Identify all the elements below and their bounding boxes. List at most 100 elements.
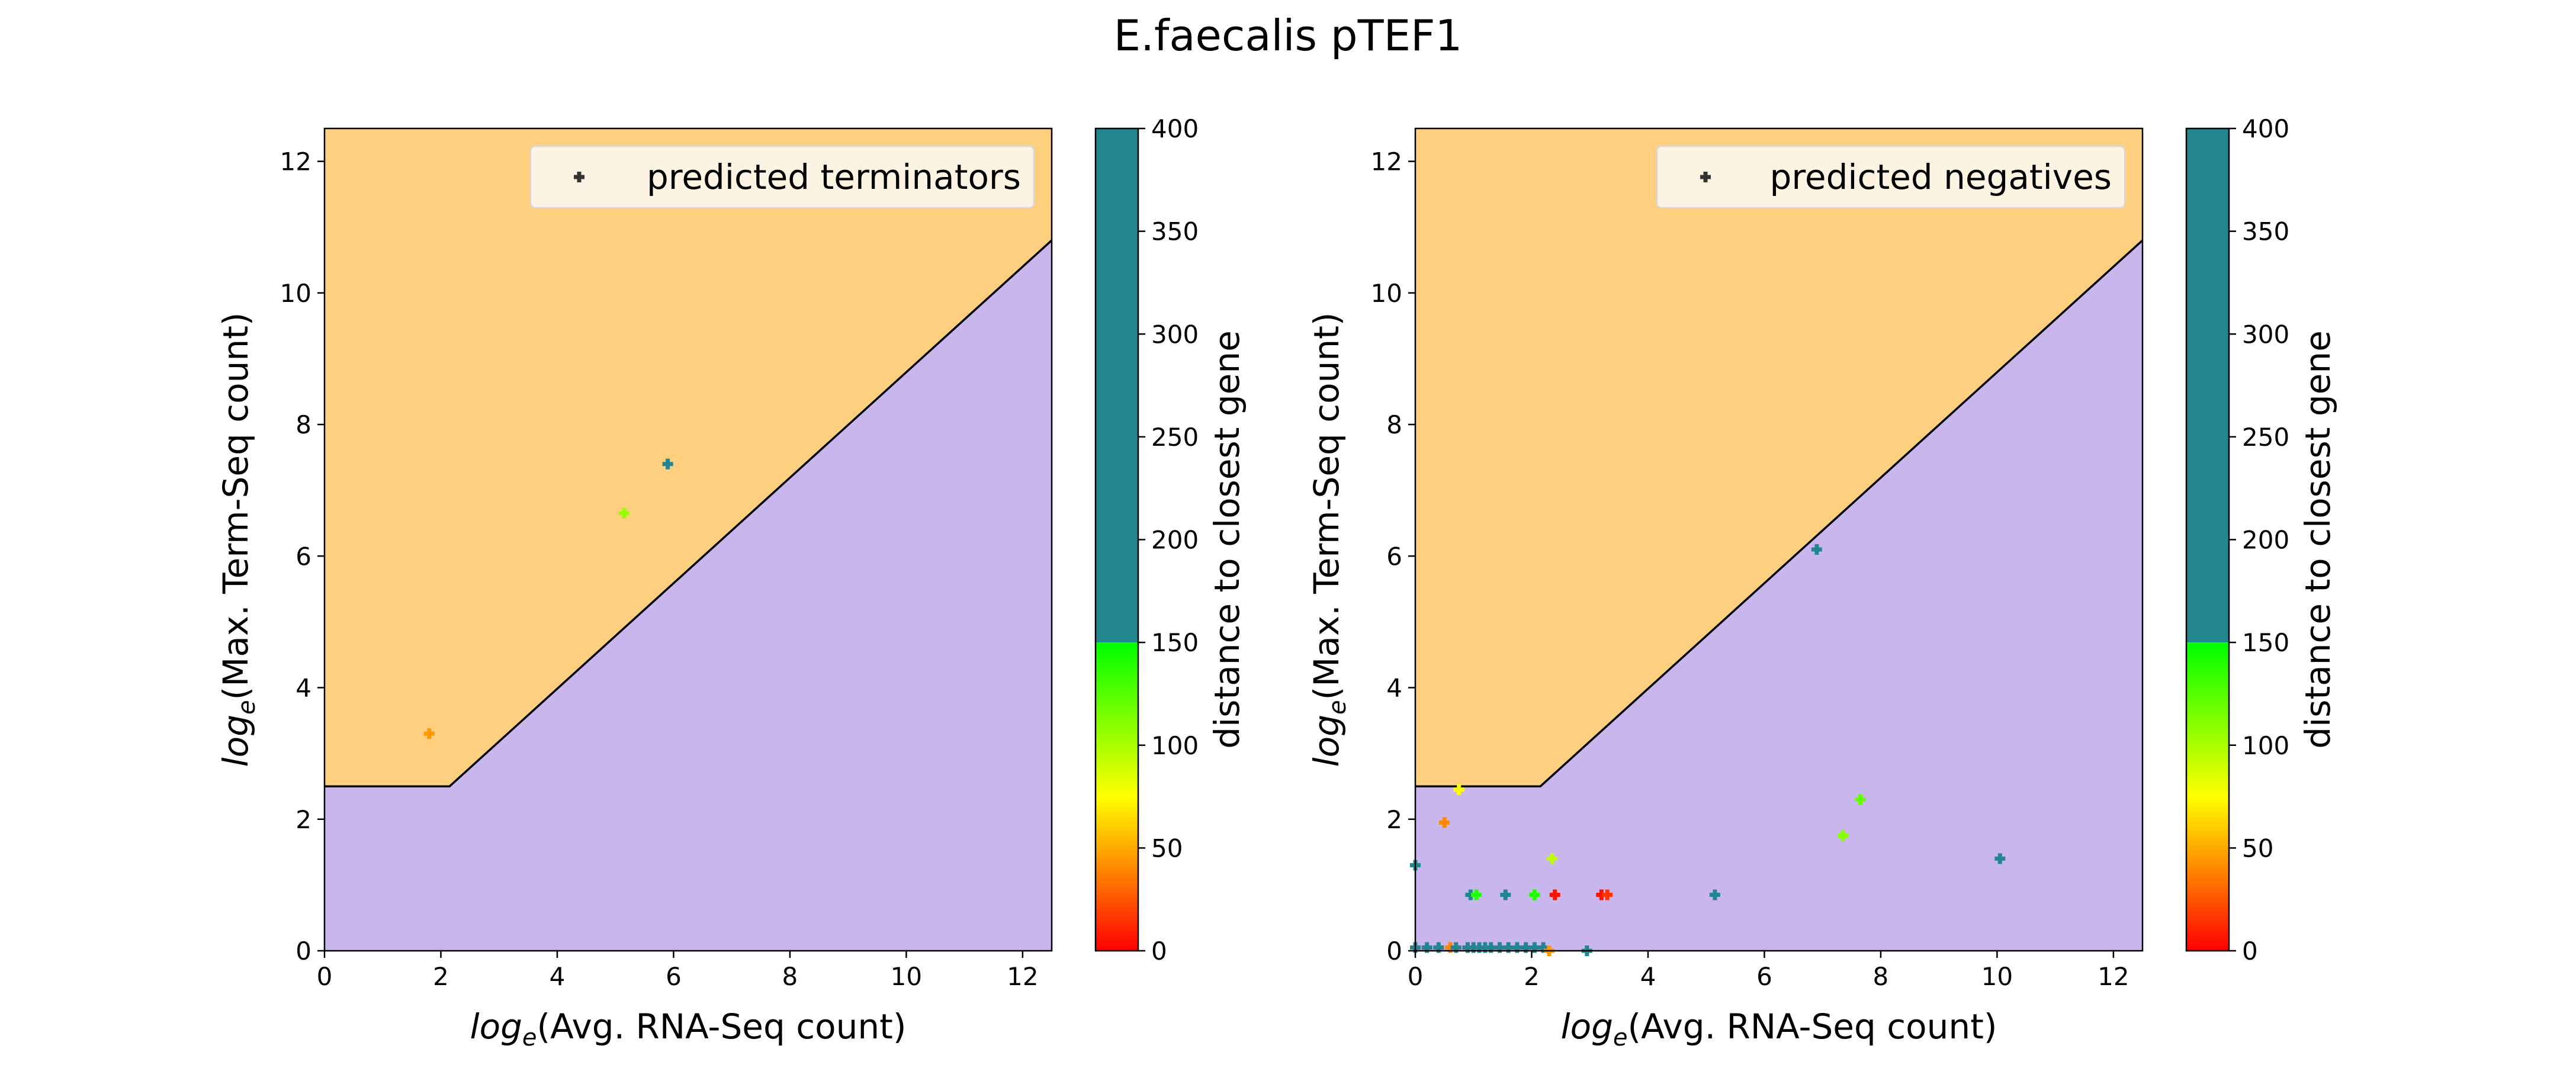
data-point: [1471, 889, 1482, 900]
x-tick-label: 12: [1007, 962, 1038, 991]
colorbar-label: distance to closest gene: [1207, 330, 1247, 749]
colorbar-tick-label: 150: [1151, 628, 1199, 657]
x-tick-label: 2: [1524, 962, 1540, 991]
decision-boundary: [325, 239, 1053, 787]
y-tick-label: 8: [295, 410, 311, 439]
data-point: [1465, 889, 1476, 900]
colorbar-tick-label: 50: [1151, 834, 1183, 863]
data-point: [1511, 942, 1523, 953]
data-point: [423, 728, 435, 739]
x-tick-label: 0: [317, 962, 333, 991]
x-tick-label: 4: [550, 962, 566, 991]
data-point: [1444, 942, 1456, 953]
y-axis-label: loge(Max. Term-Seq count): [1306, 313, 1351, 767]
legend: predicted terminators: [529, 145, 1035, 209]
y-axis-label: loge(Max. Term-Seq count): [216, 313, 261, 767]
colorbar: 0 50 100 150 200 250 300 350 400 distance to clos…: [2185, 114, 2338, 966]
colorbar-gradient-segment: [1096, 642, 1138, 951]
legend-box: [529, 145, 1035, 209]
y-tick-label: 2: [295, 805, 311, 834]
colorbar-tick-label: 0: [1151, 937, 1167, 966]
y-tick-label: 2: [1386, 805, 1402, 834]
x-tick-label: 4: [1640, 962, 1656, 991]
data-point: [1494, 942, 1505, 953]
data-point: [1709, 889, 1720, 900]
axes-frame: [1414, 127, 2144, 952]
data-point: [1520, 942, 1531, 953]
legend-marker: [1700, 172, 1711, 182]
colorbar-high-segment: [2186, 128, 2229, 643]
x-tick-label: 8: [1873, 962, 1889, 991]
x-tick-label: 10: [1981, 962, 2013, 991]
data-point: [1450, 942, 1462, 953]
data-point: [1994, 853, 2006, 864]
data-point: [1479, 942, 1491, 953]
y-tick-label: 8: [1386, 410, 1402, 439]
colorbar-tick-label: 100: [1151, 731, 1199, 760]
data-point: [1838, 830, 1849, 841]
data-point: [1474, 942, 1485, 953]
colorbar-tick-label: 350: [2242, 217, 2289, 246]
x-axis-label: loge(Avg. RNA-Seq count): [1561, 1006, 1997, 1051]
lower-region: [325, 240, 1052, 951]
x-tick-label: 2: [433, 962, 449, 991]
y-tick-label: 6: [1386, 542, 1402, 571]
data-point: [1538, 942, 1549, 953]
y-tick-label: 6: [295, 542, 311, 571]
y-tick-label: 4: [295, 674, 311, 703]
colorbar-tick-label: 250: [1151, 423, 1199, 452]
legend-box: [1656, 145, 2126, 209]
colorbar-tick-label: 0: [2242, 937, 2258, 966]
colorbar-tick-label: 150: [2242, 628, 2289, 657]
colorbar-high-segment: [1096, 128, 1138, 643]
figure-title: E.faecalis pTEF1: [1114, 11, 1463, 60]
data-point: [662, 458, 673, 469]
data-point: [1602, 889, 1613, 900]
y-tick-label: 12: [1371, 147, 1402, 176]
colorbar-label: distance to closest gene: [2298, 330, 2338, 749]
scatter-panel-right: 0 2 4 6 8 10 12 0 2 4 6 8 10 12 loge(Avg. RNA-Seq coun…: [1306, 114, 2338, 1051]
data-point: [1503, 942, 1514, 953]
axes-frame: [323, 127, 1053, 952]
data-point: [618, 508, 629, 519]
data-point: [1529, 889, 1540, 900]
data-point: [1500, 889, 1511, 900]
upper-region: [325, 128, 1052, 787]
x-axis-label: loge(Avg. RNA-Seq count): [470, 1006, 907, 1051]
data-point: [1549, 889, 1560, 900]
colorbar-tick-label: 400: [1151, 114, 1199, 143]
colorbar-tick-label: 200: [2242, 526, 2289, 555]
y-tick-label: 10: [280, 279, 311, 308]
colorbar: 0 50 100 150 200 250 300 350 400 distance to clos…: [1094, 114, 1247, 966]
upper-region: [1415, 128, 2143, 787]
colorbar-tick-label: 300: [1151, 320, 1199, 349]
colorbar-tick-label: 200: [1151, 526, 1199, 555]
colorbar-tick-label: 400: [2242, 114, 2289, 143]
colorbar-gradient-segment: [2186, 642, 2229, 951]
legend-label: predicted negatives: [1770, 157, 2112, 197]
y-tick-label: 0: [1386, 937, 1402, 966]
data-point: [1453, 784, 1464, 795]
y-tick-label: 0: [295, 937, 311, 966]
data-point: [1468, 942, 1479, 953]
lower-region: [1415, 240, 2143, 951]
legend-marker: [574, 172, 584, 182]
data-point: [1855, 794, 1866, 805]
scatter-panel-left: 0 2 4 6 8 10 12 0 2 4 6 8 10 12 loge(Avg. RNA-Seq coun…: [216, 114, 1247, 1051]
y-tick-label: 4: [1386, 674, 1402, 703]
colorbar-tick-label: 300: [2242, 320, 2289, 349]
x-tick-label: 12: [2098, 962, 2129, 991]
data-point: [1485, 942, 1496, 953]
y-tick-label: 12: [280, 147, 311, 176]
colorbar-tick-label: 350: [1151, 217, 1199, 246]
data-point: [1433, 942, 1444, 953]
legend: predicted negatives: [1656, 145, 2126, 209]
data-point: [1439, 817, 1450, 828]
x-tick-label: 8: [782, 962, 798, 991]
x-tick-label: 0: [1408, 962, 1424, 991]
colorbar-tick-label: 100: [2242, 731, 2289, 760]
x-tick-label: 6: [1756, 962, 1772, 991]
x-tick-label: 10: [891, 962, 922, 991]
